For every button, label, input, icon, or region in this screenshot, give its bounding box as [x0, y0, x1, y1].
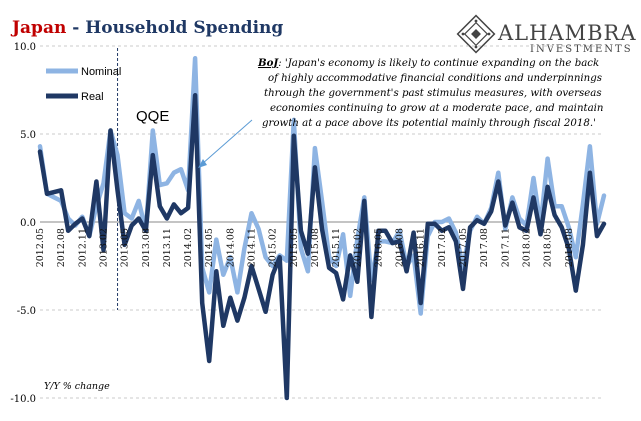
x-tick-label: 2017.11 [500, 228, 511, 267]
x-tick-label: 2013.05 [120, 228, 131, 267]
y-tick-label: -5.0 [17, 306, 36, 317]
x-tick-label: 2013.11 [162, 228, 173, 267]
legend-label-nominal: Nominal [81, 66, 121, 78]
x-tick-label: 2018.08 [564, 228, 575, 267]
annotation-arrow [198, 119, 253, 168]
y-tick-label: 5.0 [20, 130, 36, 141]
quote-text-1: : 'Japan's economy is likely to continue… [278, 58, 599, 69]
quote-line-2: of highly accommodative financial condit… [268, 73, 602, 84]
qqe-label: QQE [136, 108, 169, 125]
x-tick-label: 2012.05 [35, 228, 46, 267]
quote-source: BoJ [257, 57, 279, 69]
y-units-label: Y/Y % change [44, 381, 110, 392]
y-axis-ticks: 10.0 5.0 0.0 -5.0 -10.0 [10, 42, 36, 405]
x-tick-label: 2012.11 [77, 228, 88, 267]
quote-line-5: growth at a pace above its potential mai… [262, 118, 596, 129]
y-tick-label: 0.0 [20, 218, 36, 229]
x-tick-label: 2017.02 [437, 228, 448, 267]
series-line-real [37, 93, 607, 401]
title-main: Household Spending [85, 18, 283, 38]
x-tick-label: 2017.08 [479, 228, 490, 267]
x-tick-label: 2016.05 [373, 228, 384, 267]
y-tick-label: -10.0 [10, 394, 36, 405]
x-tick-label: 2013.02 [98, 228, 109, 267]
alhambra-logo: ALHAMBRA INVESTMENTS [456, 14, 637, 55]
x-tick-label: 2018.05 [543, 228, 554, 267]
x-tick-label: 2014.08 [225, 228, 236, 267]
x-tick-label: 2017.05 [458, 228, 469, 267]
x-tick-label: 2015.11 [331, 228, 342, 267]
grid-lines [40, 45, 604, 399]
logo-sub: INVESTMENTS [530, 44, 633, 55]
legend: Nominal Real [46, 66, 121, 103]
x-tick-label: 2014.05 [204, 228, 215, 267]
x-tick-label: 2015.02 [268, 228, 279, 267]
x-tick-label: 2014.11 [247, 228, 258, 267]
quote-line-4: economies continuing to grow at a modera… [270, 103, 604, 114]
title-japan: Japan [10, 18, 66, 38]
x-tick-label: 2016.08 [395, 228, 406, 267]
logo-name: ALHAMBRA [497, 21, 637, 45]
x-axis-ticks: 2012.05 2012.08 2012.11 2013.02 2013.05 2013.… [35, 228, 575, 267]
legend-label-real: Real [81, 91, 104, 103]
y-tick-label: 10.0 [14, 42, 36, 53]
logo-mark-icon [456, 14, 496, 54]
quote-line-1: BoJ: 'Japan's economy is likely to conti… [257, 57, 599, 69]
title-sep: - [66, 18, 85, 38]
series-layer [37, 56, 607, 401]
x-tick-label: 2014.02 [183, 228, 194, 267]
x-tick-label: 2016.11 [416, 228, 427, 267]
x-tick-label: 2015.05 [289, 228, 300, 267]
x-tick-label: 2015.08 [310, 228, 321, 267]
chart-title: Japan - Household Spending [10, 18, 283, 38]
boj-quote: BoJ: 'Japan's economy is likely to conti… [257, 57, 604, 129]
quote-line-3: through the government's past stimulus m… [264, 88, 602, 99]
x-tick-label: 2012.08 [56, 228, 67, 267]
x-tick-label: 2018.02 [521, 228, 532, 267]
x-tick-label: 2016.02 [352, 228, 363, 267]
x-tick-label: 2013.08 [141, 228, 152, 267]
